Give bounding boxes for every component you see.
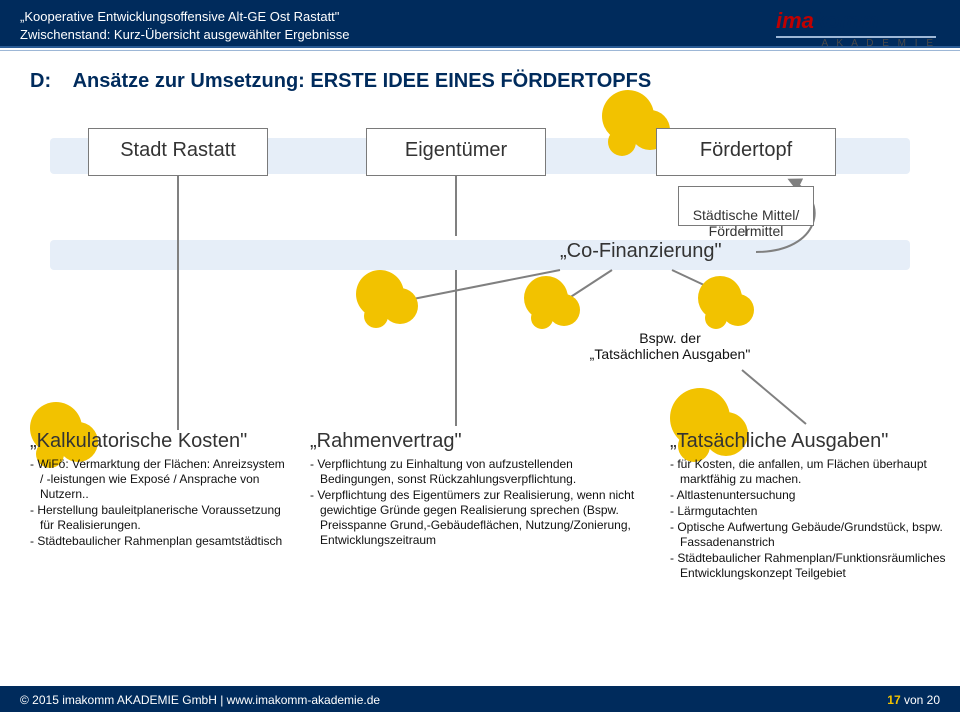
header-line1: „Kooperative Entwicklungsoffensive Alt-G… — [20, 8, 350, 26]
gear-blob-circle — [531, 307, 553, 329]
page-sep: von — [901, 693, 927, 707]
footer-left: © 2015 imakomm AKADEMIE GmbH | www.imako… — [20, 693, 380, 707]
bspw-line1: Bspw. der — [570, 330, 770, 346]
header-rule-thin — [0, 50, 960, 51]
col3-list: für Kosten, die anfallen, um Flächen übe… — [670, 457, 950, 581]
gear-blob-circle — [608, 128, 636, 156]
section-text: Ansätze zur Umsetzung: ERSTE IDEE EINES … — [73, 70, 652, 92]
col1-list: WiFö: Vermarktung der Flächen: Anreizsys… — [30, 457, 290, 549]
col1-title: „Kalkulatorische Kosten" — [30, 430, 290, 453]
col3-item: Optische Aufwertung Gebäude/Grundstück, … — [670, 520, 950, 550]
brand-prefix: ima — [776, 8, 814, 33]
brand-suffix: komm — [814, 8, 879, 33]
header-rule — [0, 46, 960, 48]
col1-item: Herstellung bauleitplanerische Vorausset… — [30, 503, 290, 533]
col2-item: Verpflichtung zu Einhaltung von aufzuste… — [310, 457, 650, 487]
node-foerdertopf: Fördertopf — [656, 128, 836, 176]
page-current: 17 — [887, 693, 900, 707]
band-cofinancing — [50, 240, 910, 270]
col3-item: für Kosten, die anfallen, um Flächen übe… — [670, 457, 950, 487]
bspw-line2: „Tatsächlichen Ausgaben" — [570, 346, 770, 362]
node-foerdertopf-label: Fördertopf — [700, 139, 792, 161]
section-title: D: Ansätze zur Umsetzung: ERSTE IDEE EIN… — [30, 70, 651, 93]
footer-right: 17 von 20 — [887, 693, 940, 707]
brand-word: imakomm — [776, 8, 936, 34]
col3-item: Lärmgutachten — [670, 504, 950, 519]
page-total: 20 — [927, 693, 940, 707]
gear-blob-circle — [705, 307, 727, 329]
connectors — [0, 0, 960, 712]
gear-blob-circle — [548, 294, 580, 326]
gear-blob-circle — [722, 294, 754, 326]
col3-item: Städtebaulicher Rahmenplan/Funktionsräum… — [670, 551, 950, 581]
node-mittel-label: Städtische Mittel/ Fördermittel — [693, 207, 800, 239]
column-tatsaechliche-ausgaben: „Tatsächliche Ausgaben" für Kosten, die … — [670, 430, 950, 582]
col1-item: WiFö: Vermarktung der Flächen: Anreizsys… — [30, 457, 290, 502]
bspw-label: Bspw. der „Tatsächlichen Ausgaben" — [570, 330, 770, 362]
header-line2: Zwischenstand: Kurz-Übersicht ausgewählt… — [20, 26, 350, 44]
col3-item: Altlastenuntersuchung — [670, 488, 950, 503]
col1-item: Städtebaulicher Rahmenplan gesamtstädtis… — [30, 534, 290, 549]
col2-item: Verpflichtung des Eigentümers zur Realis… — [310, 488, 650, 548]
brand-logo: imakomm A K A D E M I E — [776, 8, 936, 48]
node-eigentuemer: Eigentümer — [366, 128, 546, 176]
node-stadt-label: Stadt Rastatt — [120, 139, 236, 161]
node-eigentuemer-label: Eigentümer — [405, 139, 507, 161]
col2-title: „Rahmenvertrag" — [310, 430, 650, 453]
slide-page: „Kooperative Entwicklungsoffensive Alt-G… — [0, 0, 960, 712]
column-kalkulatorische-kosten: „Kalkulatorische Kosten" WiFö: Vermarktu… — [30, 430, 290, 550]
section-prefix: D: — [30, 70, 51, 92]
gear-blob-circle — [364, 304, 388, 328]
col2-list: Verpflichtung zu Einhaltung von aufzuste… — [310, 457, 650, 548]
cofinancing-label: „Co-Finanzierung" — [560, 240, 722, 263]
header-text: „Kooperative Entwicklungsoffensive Alt-G… — [20, 8, 350, 43]
column-rahmenvertrag: „Rahmenvertrag" Verpflichtung zu Einhalt… — [310, 430, 650, 549]
node-stadt-rastatt: Stadt Rastatt — [88, 128, 268, 176]
col3-title: „Tatsächliche Ausgaben" — [670, 430, 950, 453]
node-mittel: Städtische Mittel/ Fördermittel — [678, 186, 814, 226]
